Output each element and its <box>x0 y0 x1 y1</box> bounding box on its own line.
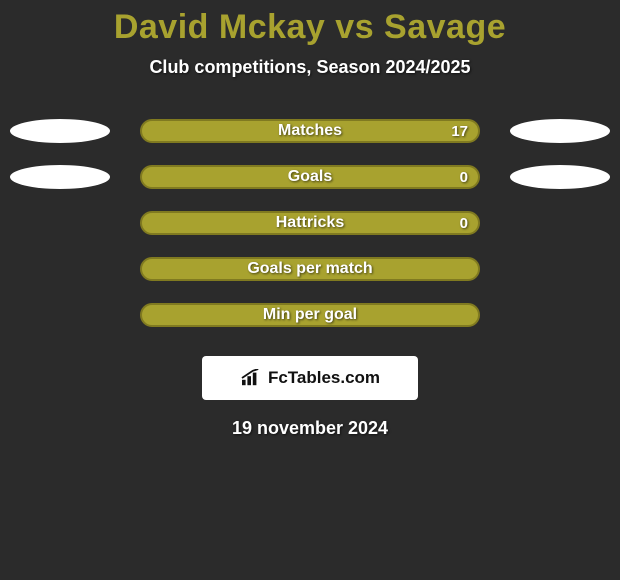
stat-bar: Hattricks 0 <box>140 211 480 235</box>
stat-row: Matches 17 <box>0 108 620 154</box>
left-marker <box>10 119 110 143</box>
stat-bar: Goals per match <box>140 257 480 281</box>
stat-bar: Goals 0 <box>140 165 480 189</box>
stat-label: Hattricks <box>276 214 344 232</box>
stat-rows: Matches 17 Goals 0 Hattricks 0 Goals per match… <box>0 108 620 338</box>
stat-value: 0 <box>460 169 468 186</box>
date-label: 19 november 2024 <box>0 418 620 439</box>
left-marker <box>10 165 110 189</box>
stat-row: Min per goal <box>0 292 620 338</box>
page-title: David Mckay vs Savage <box>0 8 620 47</box>
stat-bar: Matches 17 <box>140 119 480 143</box>
stat-row: Hattricks 0 <box>0 200 620 246</box>
stat-label: Matches <box>278 122 342 140</box>
stat-label: Min per goal <box>263 306 357 324</box>
page-subtitle: Club competitions, Season 2024/2025 <box>0 57 620 78</box>
stat-label: Goals per match <box>247 260 372 278</box>
stat-row: Goals per match <box>0 246 620 292</box>
stat-value: 17 <box>451 123 468 140</box>
right-marker <box>510 165 610 189</box>
comparison-card: David Mckay vs Savage Club competitions,… <box>0 0 620 439</box>
stat-row: Goals 0 <box>0 154 620 200</box>
stat-value: 0 <box>460 215 468 232</box>
source-badge-text: FcTables.com <box>268 368 380 388</box>
right-marker <box>510 119 610 143</box>
source-badge: FcTables.com <box>202 356 418 400</box>
bar-chart-icon <box>240 369 262 387</box>
stat-label: Goals <box>288 168 332 186</box>
stat-bar: Min per goal <box>140 303 480 327</box>
